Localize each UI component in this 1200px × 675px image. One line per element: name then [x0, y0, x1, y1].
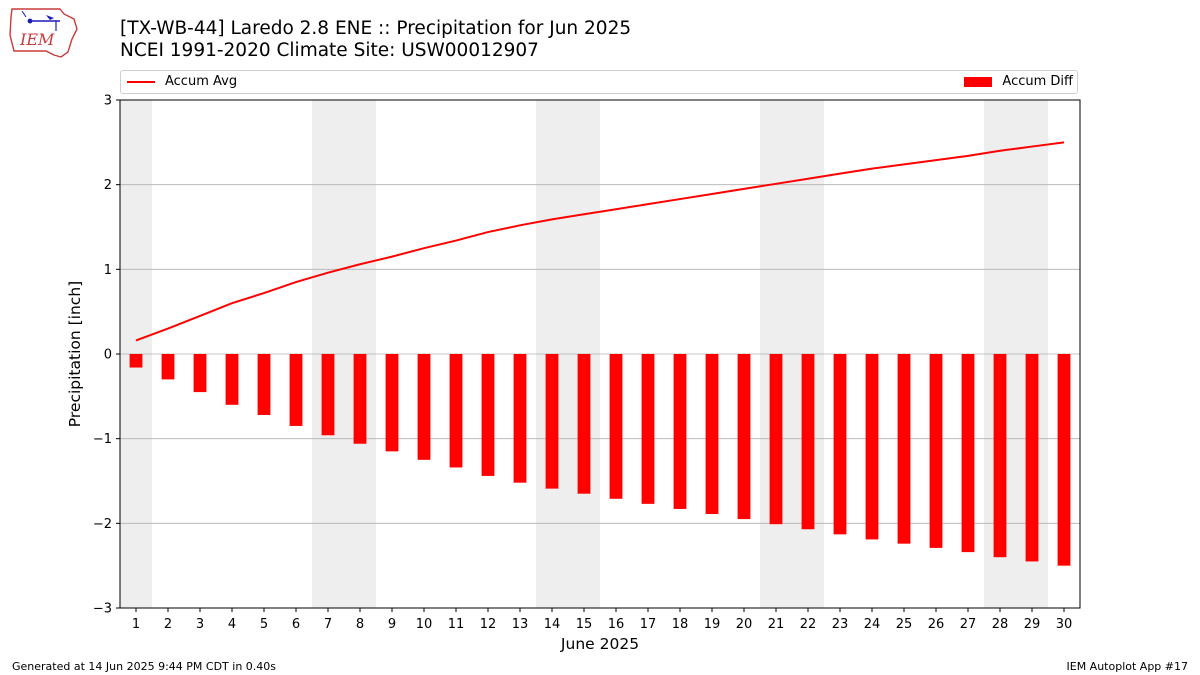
accum-diff-bar — [449, 354, 463, 468]
y-tick-label: 0 — [104, 348, 112, 363]
accum-diff-bar — [641, 354, 655, 504]
x-tick-label: 27 — [960, 617, 977, 632]
accum-avg-line — [135, 141, 1065, 342]
x-tick-label: 6 — [292, 617, 300, 632]
x-tick-label: 17 — [640, 617, 657, 632]
x-tick-label: 21 — [768, 617, 785, 632]
legend-bar-swatch — [964, 76, 993, 87]
accum-diff-bar — [769, 354, 783, 525]
y-tick-label: −1 — [93, 432, 112, 447]
legend-line-swatch — [127, 80, 155, 83]
footer-app: IEM Autoplot App #17 — [1066, 660, 1189, 673]
accum-diff-bar — [865, 354, 879, 540]
accum-diff-bar — [1025, 354, 1039, 562]
legend-entry-accum-avg: Accum Avg — [127, 74, 237, 89]
x-tick-label: 30 — [1056, 617, 1073, 632]
accum-diff-bar — [289, 354, 303, 426]
x-tick-label: 2 — [164, 617, 172, 632]
x-tick-label: 13 — [512, 617, 529, 632]
accum-diff-bar — [513, 354, 527, 483]
chart-subtitle: NCEI 1991-2020 Climate Site: USW00012907 — [120, 40, 539, 61]
accum-diff-bar — [993, 354, 1007, 558]
x-tick-label: 20 — [736, 617, 753, 632]
accum-diff-bar — [737, 354, 751, 520]
y-tick-label: 3 — [104, 94, 112, 109]
accum-diff-bar — [417, 354, 431, 460]
accum-diff-bar — [481, 354, 495, 476]
accum-diff-bar — [897, 354, 911, 544]
accum-diff-bar — [193, 354, 207, 393]
accum-diff-bar — [385, 354, 399, 452]
legend-label-accum-avg: Accum Avg — [165, 74, 238, 89]
x-tick-label: 29 — [1024, 617, 1041, 632]
accum-diff-bar — [1057, 354, 1071, 566]
accum-diff-bar — [673, 354, 687, 509]
accum-diff-bar — [577, 354, 591, 494]
x-tick-label: 12 — [480, 617, 497, 632]
accum-diff-bar — [225, 354, 239, 405]
x-tick-label: 25 — [896, 617, 913, 632]
accum-diff-bar — [257, 354, 271, 415]
logo-text: IEM — [19, 30, 55, 49]
y-tick-label: 1 — [104, 263, 112, 278]
x-tick-label: 24 — [864, 617, 881, 632]
accum-diff-bar — [833, 354, 847, 535]
legend-label-accum-diff: Accum Diff — [1002, 74, 1073, 89]
accum-diff-bar — [161, 354, 175, 380]
y-axis-label: Precipitation [inch] — [66, 281, 84, 427]
accum-diff-bar — [321, 354, 335, 436]
accum-diff-bar — [129, 354, 143, 368]
accum-diff-bar — [961, 354, 975, 553]
x-tick-label: 26 — [928, 617, 945, 632]
accum-diff-bar — [609, 354, 623, 499]
x-tick-label: 10 — [416, 617, 433, 632]
footer-generated: Generated at 14 Jun 2025 9:44 PM CDT in … — [12, 660, 277, 673]
x-tick-label: 3 — [196, 617, 204, 632]
x-tick-label: 23 — [832, 617, 849, 632]
accum-diff-bar — [929, 354, 943, 548]
legend-entry-accum-diff: Accum Diff — [964, 74, 1073, 89]
y-tick-label: −2 — [93, 517, 112, 532]
x-tick-label: 11 — [448, 617, 465, 632]
x-tick-label: 1 — [132, 617, 140, 632]
accum-diff-bar — [353, 354, 367, 444]
accum-diff-bar — [705, 354, 719, 515]
chart-legend: Accum Avg Accum Diff — [120, 70, 1078, 94]
iem-logo: IEM — [9, 8, 78, 58]
x-tick-label: 5 — [260, 617, 268, 632]
accum-diff-bar — [545, 354, 559, 489]
x-tick-label: 15 — [576, 617, 593, 632]
y-tick-label: 2 — [104, 178, 112, 193]
x-tick-label: 8 — [356, 617, 364, 632]
x-tick-label: 14 — [544, 617, 561, 632]
x-tick-label: 19 — [704, 617, 721, 632]
x-tick-label: 28 — [992, 617, 1009, 632]
x-tick-label: 18 — [672, 617, 689, 632]
accum-diff-bar — [801, 354, 815, 530]
x-axis-label: June 2025 — [560, 635, 639, 653]
x-tick-label: 22 — [800, 617, 817, 632]
x-tick-label: 9 — [388, 617, 396, 632]
x-tick-label: 16 — [608, 617, 625, 632]
x-tick-label: 4 — [228, 617, 236, 632]
x-tick-label: 7 — [324, 617, 332, 632]
chart-title: [TX-WB-44] Laredo 2.8 ENE :: Precipitati… — [120, 18, 632, 39]
y-tick-label: −3 — [93, 602, 112, 617]
